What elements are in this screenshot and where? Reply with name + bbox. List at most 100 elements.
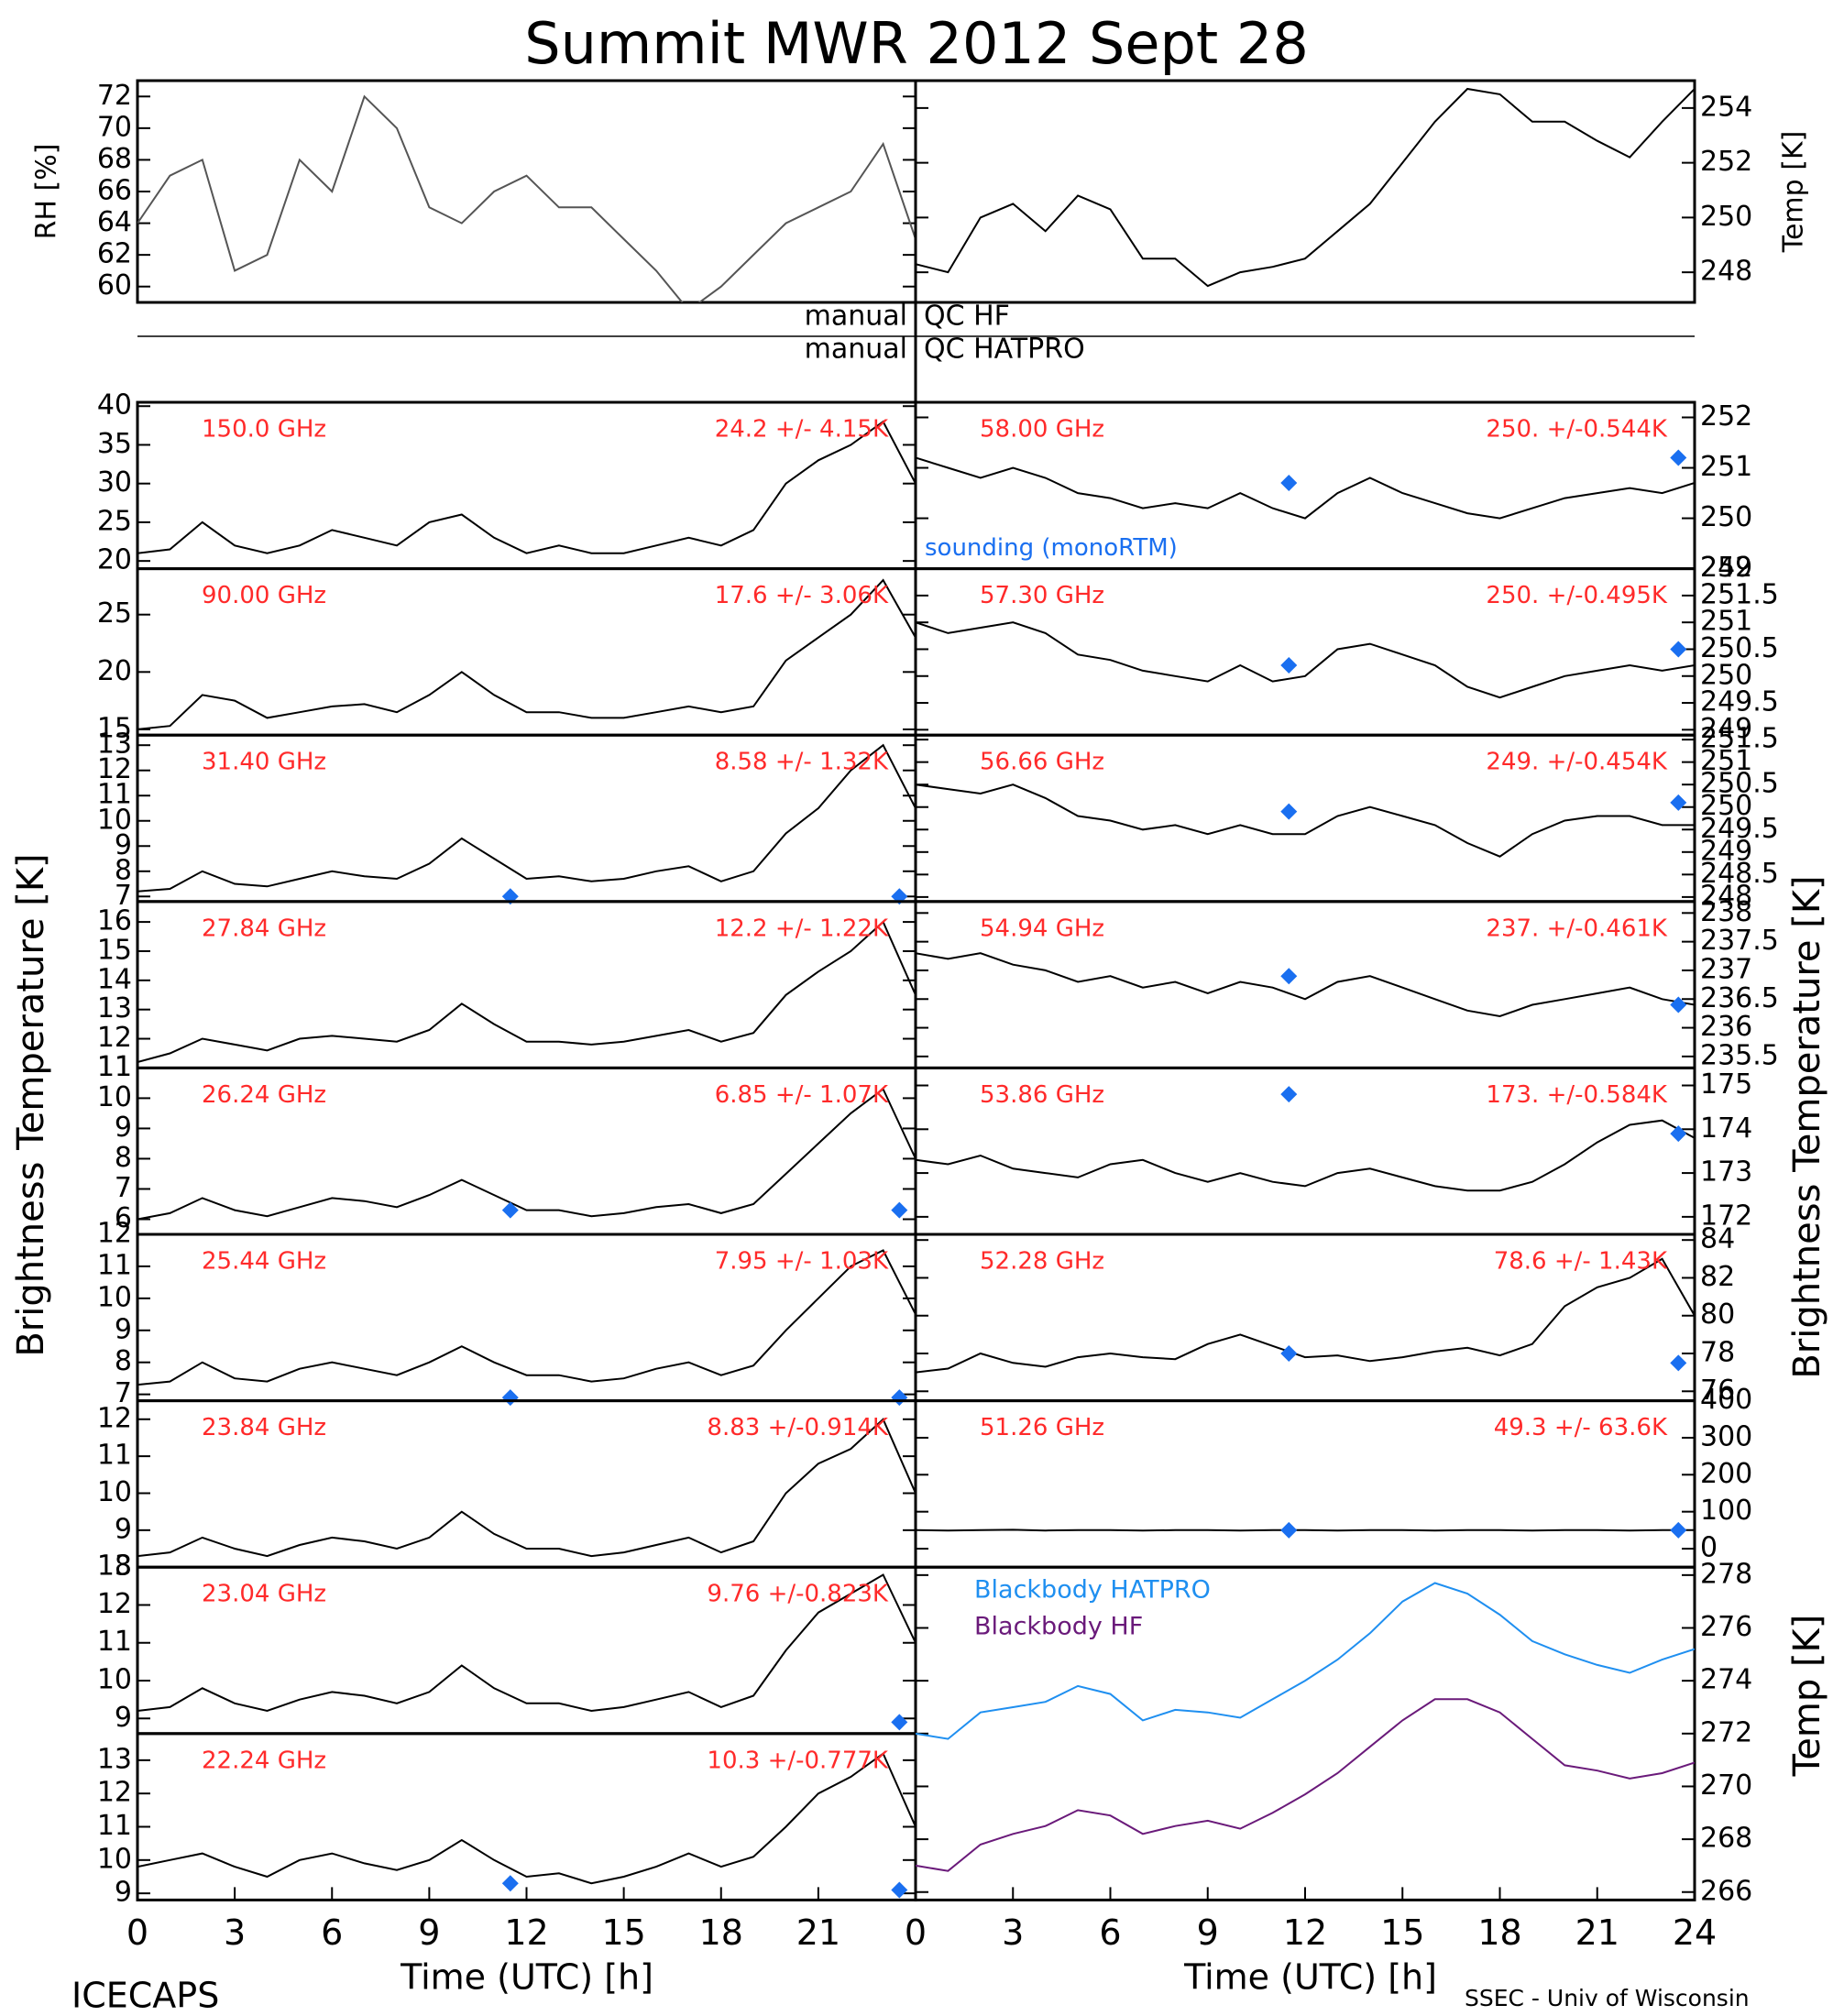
y-tick-label: 64 xyxy=(97,206,132,238)
y-tick-label: 276 xyxy=(1700,1611,1752,1643)
panel: 172 173 174 175 53.86 GHz 173. +/-0.584K xyxy=(914,1066,1752,1236)
series-line xyxy=(137,578,916,730)
title: Summit MWR 2012 Sept 28 xyxy=(524,10,1309,77)
y-tick-label: 9 xyxy=(115,1877,132,1909)
y-tick-label: 251.5 xyxy=(1700,723,1779,755)
y-tick-label: 15 xyxy=(97,934,132,966)
y-tick-label: 173 xyxy=(1700,1156,1752,1189)
panel: 0 100 200 300 400 51.26 GHz 49.3 +/- 63.6K xyxy=(914,1384,1752,1569)
y-tick-label: 13 xyxy=(97,992,132,1024)
plot-area xyxy=(137,1418,916,1558)
x-tick-label: 6 xyxy=(321,1912,343,1953)
y-tick-label: 266 xyxy=(1700,1875,1752,1907)
y-tick-label: 8 xyxy=(115,1345,132,1377)
y-tick-label: 9 xyxy=(115,1702,132,1734)
channel-label: 27.84 GHz xyxy=(202,915,326,942)
sounding-point xyxy=(501,1875,519,1892)
channel-stat: 24.2 +/- 4.15K xyxy=(715,416,889,444)
footer: SSEC - Univ of Wisconsin xyxy=(1465,1985,1750,2011)
x-tick-label: 3 xyxy=(224,1912,246,1953)
y-tick-label: 100 xyxy=(1700,1495,1752,1527)
channel-label: 150.0 GHz xyxy=(202,416,326,444)
y-tick-label: 174 xyxy=(1700,1112,1752,1145)
y-tick-label: 200 xyxy=(1700,1458,1752,1490)
y-tick-label: 10 xyxy=(97,1476,132,1508)
sounding-point xyxy=(891,1389,908,1407)
y-tick-label: 254 xyxy=(1700,91,1752,123)
sounding-point xyxy=(1670,1354,1687,1372)
plot-area xyxy=(137,578,916,730)
y-tick-label: 235.5 xyxy=(1700,1039,1779,1071)
y-tick-label: 11 xyxy=(97,1810,132,1842)
y-tick-label: 12 xyxy=(97,1022,132,1054)
channel-stat: 8.83 +/-0.914K xyxy=(707,1414,889,1441)
sounding-point xyxy=(501,1201,519,1219)
y-tick-label: 13 xyxy=(97,1550,132,1583)
x-tick-label: 21 xyxy=(1575,1912,1619,1953)
y-tick-label: 248 xyxy=(1700,880,1752,912)
footer: ICECAPS xyxy=(71,1976,219,2016)
panel: 249 250 251 252 58.00 GHz 250. +/-0.544K xyxy=(914,400,1752,584)
y-tick-label: 6 xyxy=(115,1202,132,1234)
y-tick-label: 251 xyxy=(1700,606,1752,638)
panel-frame xyxy=(136,79,917,304)
series-line xyxy=(916,87,1695,288)
channel-label: 56.66 GHz xyxy=(980,749,1104,776)
y-tick-label: 20 xyxy=(97,655,132,687)
plot-area xyxy=(137,1249,916,1386)
y-tick-label: 248.5 xyxy=(1700,858,1779,890)
y-tick-label: 80 xyxy=(1700,1298,1735,1331)
plot-area xyxy=(916,456,1695,520)
y-axis-label: Brightness Temperature [K] xyxy=(1786,875,1828,1378)
channel-label: 23.04 GHz xyxy=(202,1581,326,1608)
x-tick-label: 0 xyxy=(905,1912,927,1953)
legend-entry: Blackbody HF xyxy=(974,1613,1143,1641)
plot-area xyxy=(916,1528,1695,1532)
plot-area xyxy=(137,420,916,554)
y-tick-label: 9 xyxy=(115,1313,132,1345)
y-tick-label: 11 xyxy=(97,1249,132,1281)
sounding-point xyxy=(1280,1345,1298,1363)
series-line xyxy=(137,94,916,302)
sounding-point xyxy=(1670,996,1687,1013)
y-tick-label: 8 xyxy=(115,1142,132,1174)
y-tick-label: 9 xyxy=(115,1513,132,1545)
sounding-point xyxy=(1280,803,1298,820)
y-tick-label: 76 xyxy=(1700,1375,1735,1407)
plot-area xyxy=(916,1119,1695,1192)
plot-area xyxy=(137,1573,916,1713)
y-tick-label: 60 xyxy=(97,269,132,301)
plot-area xyxy=(916,1582,1695,1872)
sounding-point xyxy=(1280,1521,1298,1539)
series-line xyxy=(916,1698,1695,1872)
series-line xyxy=(916,1257,1695,1374)
y-tick-label: 7 xyxy=(115,1172,132,1204)
y-tick-label: 7 xyxy=(115,1377,132,1409)
y-tick-label: 252 xyxy=(1700,552,1752,584)
panel: 76 78 80 82 84 52.28 GHz 78.6 +/- 1.43K xyxy=(914,1223,1735,1407)
channel-stat: 9.76 +/-0.823K xyxy=(707,1581,889,1608)
y-tick-label: 70 xyxy=(97,111,132,143)
y-tick-label: 251 xyxy=(1700,451,1752,483)
y-tick-label: 400 xyxy=(1700,1384,1752,1416)
channel-stat: 237. +/-0.461K xyxy=(1486,915,1668,942)
panel: 9 10 11 12 13 23.04 GHz 9.76 +/-0.823K xyxy=(97,1550,917,1736)
channel-stat: 17.6 +/- 3.06K xyxy=(715,582,889,609)
y-tick-label: 11 xyxy=(97,1626,132,1658)
y-tick-label: 40 xyxy=(97,389,132,422)
y-tick-label: 16 xyxy=(97,905,132,937)
channel-label: 90.00 GHz xyxy=(202,582,326,609)
y-tick-label: 175 xyxy=(1700,1068,1752,1101)
y-tick-label: 251 xyxy=(1700,745,1752,777)
sounding-point xyxy=(891,1714,908,1731)
x-tick-label: 6 xyxy=(1099,1912,1121,1953)
y-tick-label: 250 xyxy=(1700,501,1752,533)
y-tick-label: 12 xyxy=(97,1588,132,1620)
y-tick-label: 237 xyxy=(1700,953,1752,985)
y-tick-label: 15 xyxy=(97,712,132,744)
y-tick-label: 249 xyxy=(1700,835,1752,867)
x-tick-label: 9 xyxy=(1197,1912,1219,1953)
sounding-point xyxy=(1670,449,1687,466)
